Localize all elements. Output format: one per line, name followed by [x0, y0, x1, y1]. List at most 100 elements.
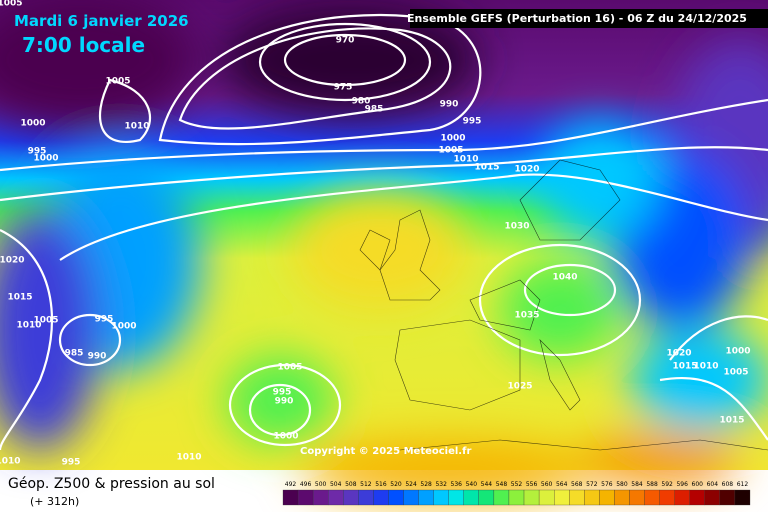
- legend-swatch: [538, 489, 555, 506]
- legend-swatch: [358, 489, 374, 506]
- isobar-label: 975: [334, 83, 353, 93]
- legend-swatch: [644, 489, 660, 506]
- isobar-label: 995: [273, 388, 292, 398]
- isobar-label: 1000: [33, 154, 58, 164]
- legend-level: 512: [360, 481, 372, 488]
- legend-swatch: [448, 489, 464, 506]
- isobar-label: 1000: [440, 134, 465, 144]
- field: [0, 0, 768, 500]
- legend-swatch: [493, 489, 510, 506]
- isobar-label: 1030: [504, 222, 529, 232]
- legend-swatch: [614, 489, 630, 506]
- footer-title: Géop. Z500 & pression au sol: [8, 476, 215, 492]
- legend-level: 556: [526, 481, 538, 488]
- model-source: Ensemble GEFS (Perturbation 16) - 06 Z d…: [407, 12, 747, 25]
- isobar-label: 1010: [0, 457, 21, 467]
- legend-swatch: [282, 489, 299, 506]
- legend-swatch: [704, 489, 721, 506]
- legend-swatch: [373, 489, 389, 506]
- legend-level: 576: [601, 481, 613, 488]
- legend-level: 516: [375, 481, 387, 488]
- source-box: [410, 9, 768, 28]
- legend: 492 496 500 504 508 512 516 520 524 528 532 536 540 5…: [282, 481, 751, 506]
- isobar-label: 1005: [0, 0, 23, 9]
- isobar-label: 1005: [723, 368, 748, 378]
- legend-swatch: [433, 489, 449, 506]
- legend-level: 580: [616, 481, 628, 488]
- legend-swatch: [328, 489, 344, 506]
- legend-level: 532: [435, 481, 447, 488]
- isobar-label: 1005: [105, 77, 130, 87]
- legend-level: 548: [496, 481, 508, 488]
- isobar-label: 1010: [176, 453, 201, 463]
- isobar-label: 1010: [693, 362, 718, 372]
- isobar-label: 985: [365, 105, 384, 115]
- footer-subtitle: (+ 312h): [30, 495, 79, 508]
- isobar-label: 995: [463, 117, 482, 127]
- isobar-label: 1000: [20, 119, 45, 129]
- isobar-label: 1000: [273, 432, 298, 442]
- legend-level: 524: [405, 481, 417, 488]
- legend-swatch: [554, 489, 570, 506]
- legend-level: 528: [420, 481, 432, 488]
- isobar-label: 985: [65, 349, 84, 359]
- isobar-label: 990: [440, 100, 459, 110]
- isobar-label: 1010: [453, 155, 478, 165]
- legend-level: 552: [511, 481, 523, 488]
- legend-swatch: [719, 489, 736, 506]
- isobar-label: 995: [62, 458, 81, 468]
- forecast-date: Mardi 6 janvier 2026: [14, 12, 189, 30]
- legend-level: 520: [390, 481, 402, 488]
- isobar-label: 1000: [111, 322, 136, 332]
- legend-level: 496: [300, 481, 312, 488]
- legend-level: 564: [556, 481, 568, 488]
- legend-swatch: [508, 489, 525, 506]
- legend-swatch: [343, 489, 359, 506]
- legend-swatch: [599, 489, 615, 506]
- isobar-label: 1000: [725, 347, 750, 357]
- legend-swatch: [584, 489, 600, 506]
- forecast-time: 7:00 locale: [22, 33, 145, 57]
- isobar-label: 1010: [16, 321, 41, 331]
- legend-level: 588: [646, 481, 658, 488]
- legend-swatch: [297, 489, 314, 506]
- isobar-label: 970: [336, 36, 355, 46]
- legend-level: 568: [571, 481, 583, 488]
- isobar-label: 1015: [7, 293, 32, 303]
- coastlines: [359, 159, 768, 451]
- legend-swatch: [569, 489, 585, 506]
- copyright: Copyright © 2025 Meteociel.fr: [300, 446, 471, 457]
- isobar-label: 1020: [666, 349, 691, 359]
- legend-swatch: [734, 489, 751, 506]
- legend-swatch: [689, 489, 705, 506]
- legend-level: 596: [676, 481, 688, 488]
- legend-swatch: [403, 489, 419, 506]
- isobars: [0, 13, 768, 451]
- legend-level: 572: [586, 481, 598, 488]
- isobar-label: 1015: [719, 416, 744, 426]
- isobar-label: 1005: [277, 363, 302, 373]
- legend-swatch: [478, 489, 495, 506]
- isobar-label: 1020: [0, 256, 25, 266]
- legend-level: 604: [707, 481, 719, 488]
- isobar-label: 1025: [507, 382, 532, 392]
- isobar-label: 1035: [514, 311, 539, 321]
- legend-level: 612: [737, 481, 749, 488]
- legend-level: 608: [722, 481, 734, 488]
- isobar-label: 995: [95, 315, 114, 325]
- legend-level: 500: [315, 481, 327, 488]
- isobar-label: 1015: [672, 362, 697, 372]
- isobar-label: 1005: [33, 316, 58, 326]
- isobar-label: 1020: [514, 165, 539, 175]
- legend-level: 492: [285, 481, 297, 488]
- legend-level: 544: [481, 481, 493, 488]
- isobar-label: 1005: [438, 146, 463, 156]
- legend-swatch: [629, 489, 645, 506]
- legend-swatch: [418, 489, 434, 506]
- legend-swatch: [388, 489, 404, 506]
- isobar-label: 1015: [474, 163, 499, 173]
- legend-level: 508: [345, 481, 357, 488]
- legend-level: 592: [661, 481, 673, 488]
